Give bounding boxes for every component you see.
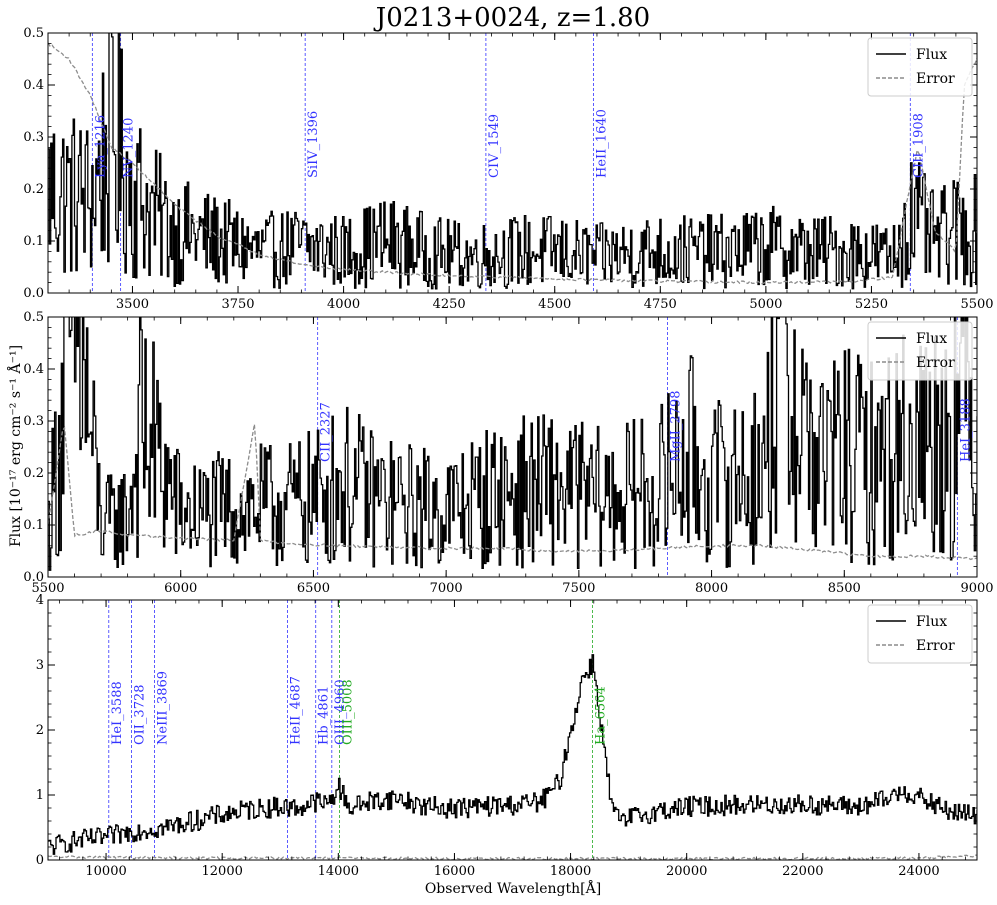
y-tick-label: 0.0 [23,570,44,585]
legend-top: Flux Error [867,37,973,97]
legend-box [867,604,973,664]
line-label-mgii_2798: MgII_2798 [669,391,684,463]
y-tick-label: 0.0 [23,286,44,301]
y-tick-label: 0.2 [23,466,44,481]
x-tick-label: 6000 [164,581,197,596]
line-label-hei_3188: HeI_3188 [958,398,973,462]
line-label-cii_2327: CII_2327 [319,402,334,462]
line-label-ciii_1908: CIII_1908 [911,113,926,178]
x-tick-label: 8500 [828,581,861,596]
line-label-hei_3588: HeI_3588 [110,681,125,745]
y-tick-label: 0.3 [23,414,44,429]
panel-top: Lya_1216 NV_1240 SiIV_1396 CIV_1549 HeII_164… [23,26,993,312]
series-error-bottom [48,854,977,860]
axes-frame-bottom [47,599,978,861]
x-tick-label: 20000 [666,864,707,879]
x-tick-label: 12000 [202,864,243,879]
x-tick-label: 14000 [318,864,359,879]
panel-bottom: HeI_3588 OII_3728 NeIII_3869 HeII_4687 Hb_48… [36,593,978,879]
x-tick-label: 18000 [550,864,591,879]
y-tick-label: 4 [36,593,44,608]
line-label-heii_4687: HeII_4687 [288,676,303,745]
x-tick-label: 22000 [782,864,823,879]
line-label-heii_1640: HeII_1640 [595,109,610,178]
y-tick-label: 1 [36,788,44,803]
plot-area-bottom [48,600,977,860]
x-axis-label: Observed Wavelength[Å] [425,879,601,897]
x-tick-label: 9000 [960,581,993,596]
x-tick-label: 7500 [562,581,595,596]
legend-error-label: Error [916,71,955,87]
line-label-hb_4861: Hb_4861 [317,686,332,745]
y-tick-label: 0.4 [23,78,44,93]
legend-flux-label: Flux [916,331,947,347]
y-tick-label: 0.4 [23,362,44,377]
y-tick-label: 3 [36,658,44,673]
y-tick-label: 0.1 [23,234,44,249]
legend-flux-label: Flux [916,47,947,63]
x-tick-label: 6500 [297,581,330,596]
y-axis-label: Flux [10⁻¹⁷ erg cm⁻² s⁻¹ Å⁻¹] [6,345,24,547]
line-label-neiii_3869: NeIII_3869 [155,671,170,745]
line-label-lya_1216: Lya_1216 [93,115,108,178]
line-label-civ_1549: CIV_1549 [487,114,502,178]
axes-frame-middle [47,316,978,578]
y-tick-label: 0.2 [23,182,44,197]
figure-title: J0213+0024, z=1.80 [373,3,650,33]
legend-error-label: Error [916,355,955,371]
x-tick-label: 24000 [898,864,939,879]
line-label-oiii_5008: OIII_5008 [341,679,356,745]
legend-bottom: Flux Error [867,604,973,664]
series-error-top [48,42,977,285]
y-tick-label: 2 [36,723,44,738]
legend-flux-label: Flux [916,614,947,630]
plot-area-top [48,33,977,293]
line-label-oiii_4960: OIII_4960 [333,679,348,745]
series-flux-middle [48,317,977,571]
line-label-oii_3728: OII_3728 [132,684,147,745]
x-tick-label: 5000 [749,297,782,312]
y-tick-label: 0.5 [23,26,44,41]
x-tick-label: 8000 [695,581,728,596]
x-tick-label: 16000 [434,864,475,879]
x-tick-label: 10000 [85,864,126,879]
series-flux-bottom [48,654,977,855]
y-tick-label: 0 [36,853,44,868]
panel-middle: CII_2327 MgII_2798 HeI_3188 5500 6000 6500 700… [23,310,993,596]
x-tick-label: 3750 [221,297,254,312]
x-tick-label: 4750 [644,297,677,312]
x-tick-label: 4500 [538,297,571,312]
panels: Lya_1216 NV_1240 SiIV_1396 CIV_1549 HeII_164… [23,26,993,879]
legend-box [867,37,973,97]
line-label-siiv_1396: SiIV_1396 [306,111,321,178]
x-tick-label: 5500 [31,581,64,596]
x-tick-label: 4250 [433,297,466,312]
y-tick-label: 0.3 [23,130,44,145]
x-tick-label: 3500 [116,297,149,312]
plot-area-middle [48,317,977,577]
series-flux-top [48,33,977,290]
series-error-middle [48,424,977,561]
y-tick-label: 0.1 [23,518,44,533]
x-tick-label: 5250 [855,297,888,312]
legend-box [867,321,973,381]
x-tick-label: 5500 [960,297,993,312]
legend-error-label: Error [916,638,955,654]
x-tick-label: 4000 [327,297,360,312]
legend-middle: Flux Error [867,321,973,381]
y-tick-label: 0.5 [23,310,44,325]
line-label-ha_6564: Ha_6564 [594,686,609,745]
line-label-nv_1240: NV_1240 [122,118,137,178]
x-tick-label: 7000 [430,581,463,596]
